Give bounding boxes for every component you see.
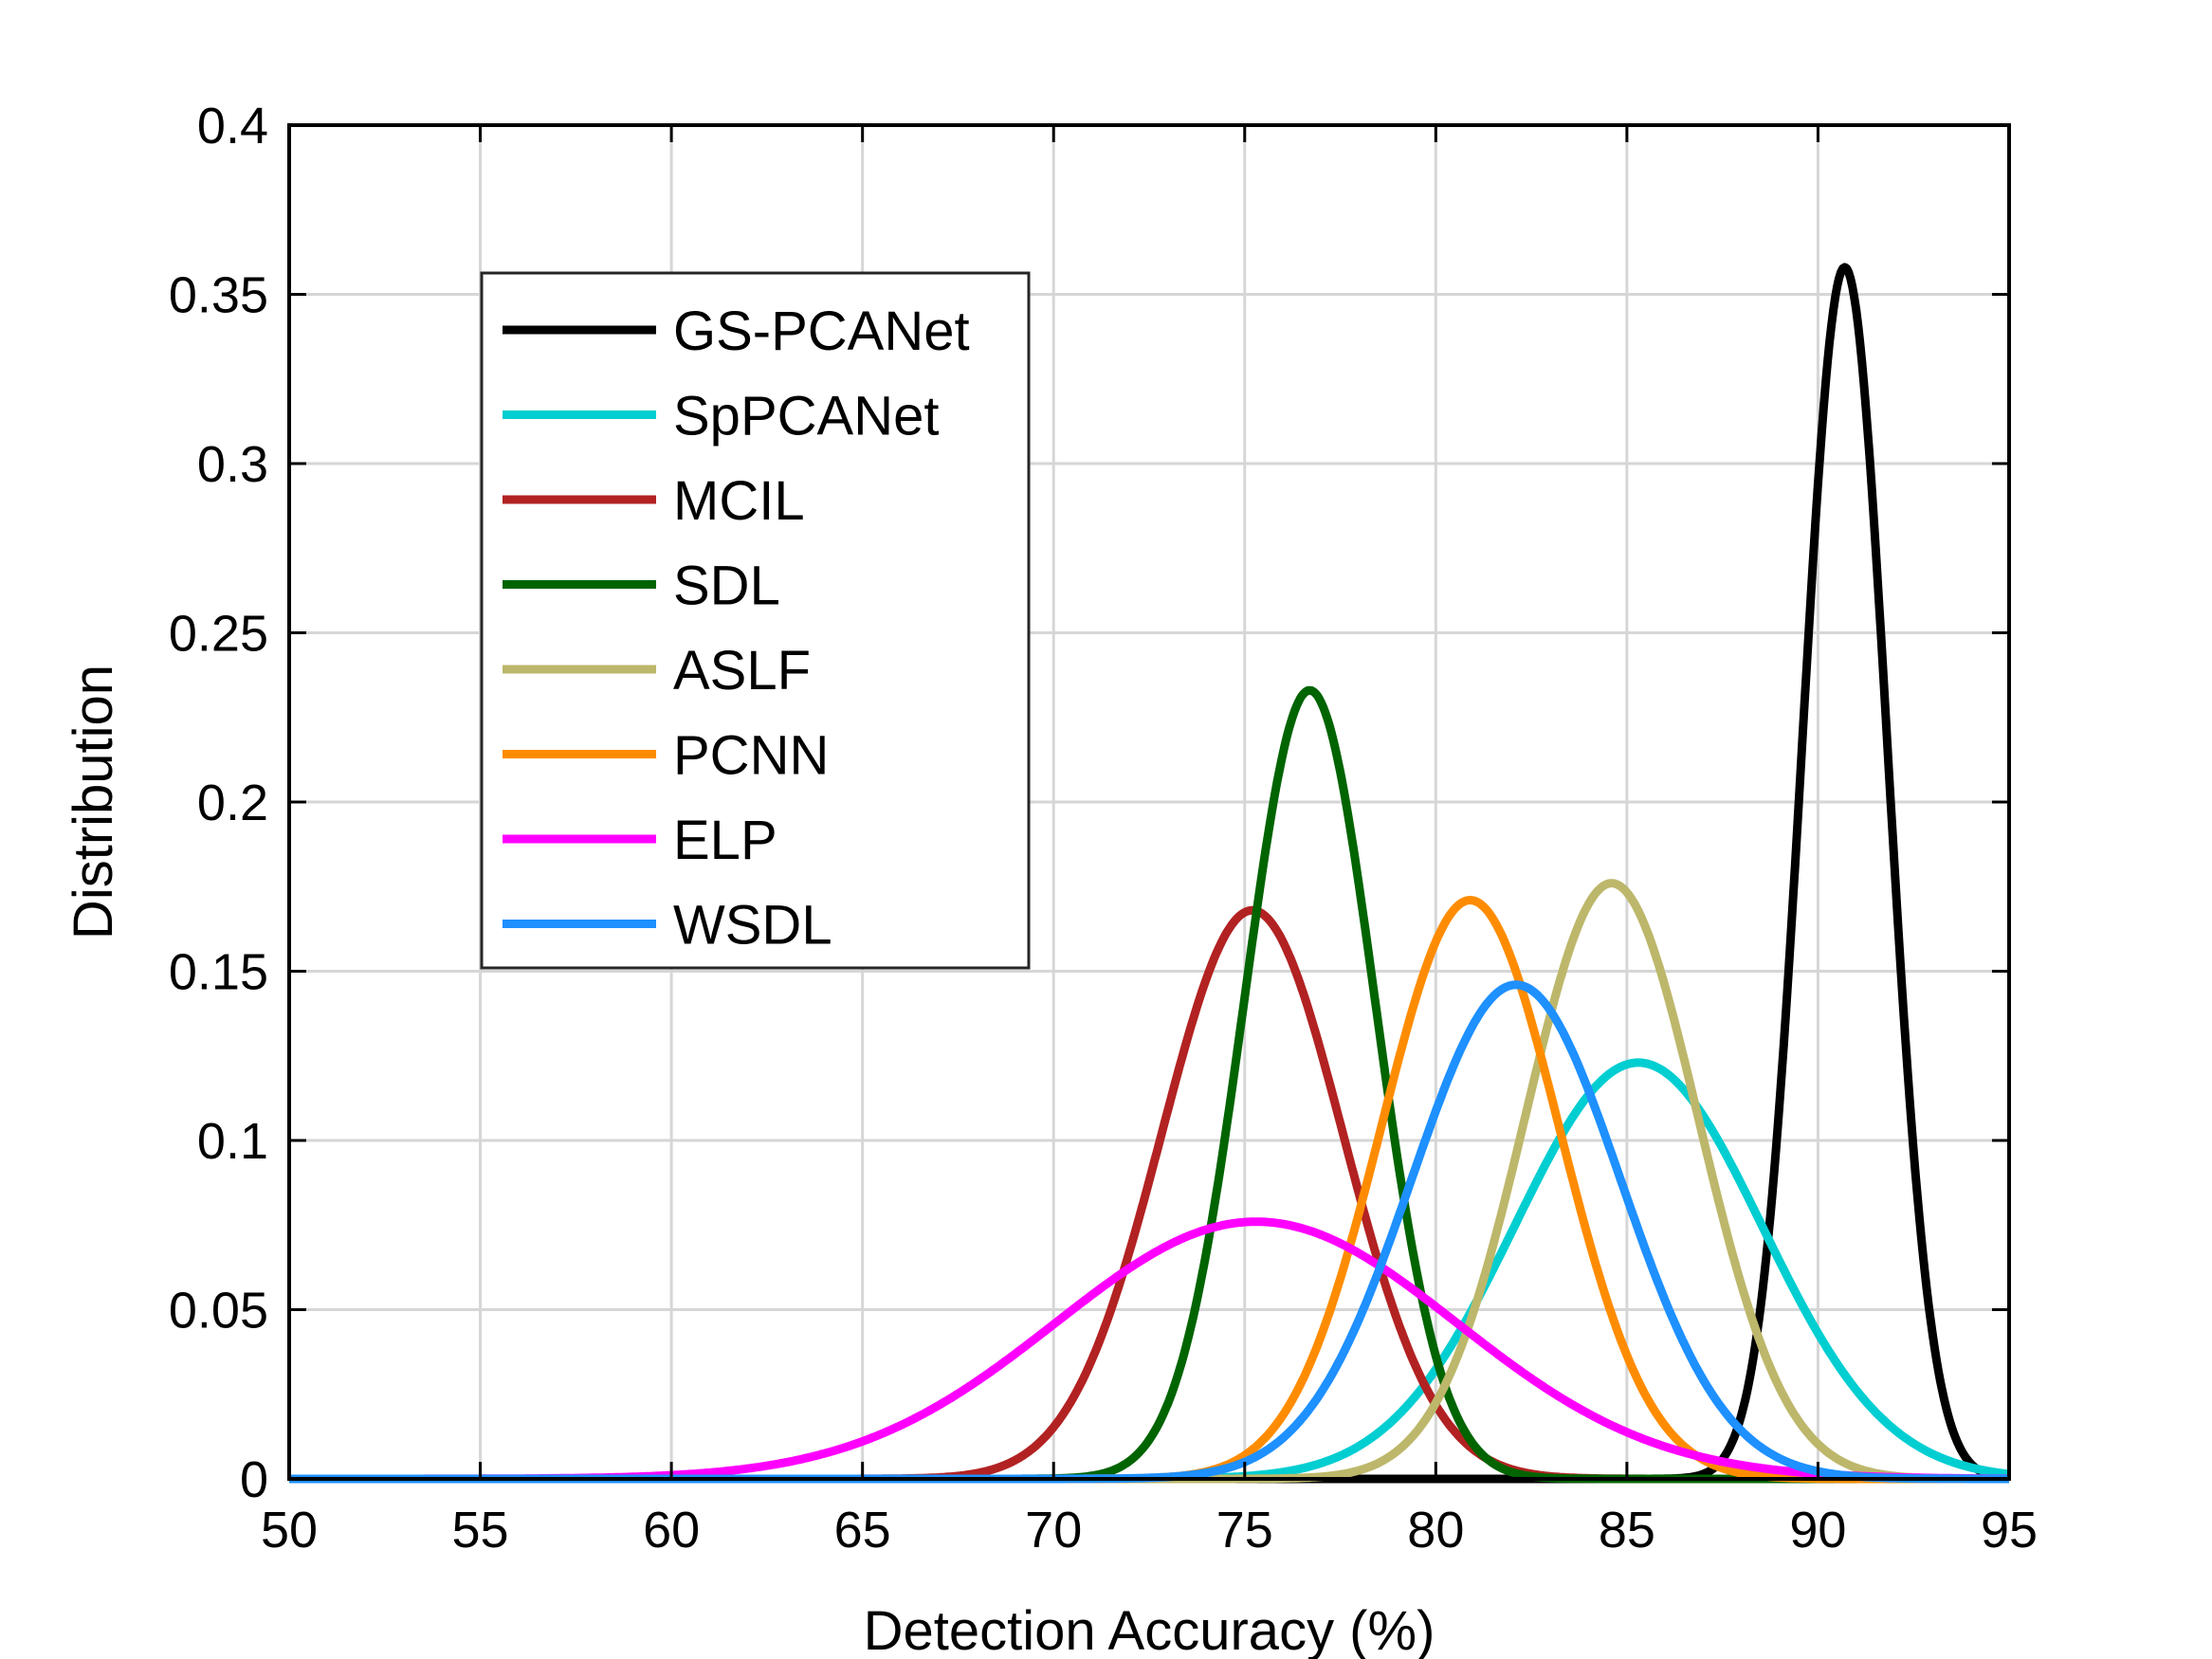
y-tick-label: 0.2 (197, 775, 268, 831)
axis-ticks (287, 123, 2011, 1481)
y-tick-label: 0.25 (169, 606, 268, 663)
x-tick-label: 70 (1025, 1502, 1082, 1559)
legend-label: GS-PCANet (673, 301, 970, 362)
x-tick-label: 80 (1407, 1502, 1464, 1559)
x-tick-label: 55 (452, 1502, 509, 1559)
legend-label: ASLF (673, 640, 811, 702)
legend-label: SpPCANet (673, 386, 939, 447)
x-tick-label: 65 (834, 1502, 891, 1559)
legend-label: SDL (673, 556, 780, 617)
y-tick-label: 0.1 (197, 1113, 268, 1170)
legend-label: MCIL (673, 470, 805, 532)
legend-box (480, 271, 1031, 970)
y-axis-label: Distribution (63, 665, 124, 939)
x-tick-label: 85 (1599, 1502, 1655, 1559)
x-tick-labels: 50 55 60 65 70 75 80 85 90 95 (261, 1502, 2038, 1559)
legend-label: PCNN (673, 725, 829, 787)
x-axis-label: Detection Accuracy (%) (864, 1600, 1435, 1659)
x-tick-label: 75 (1216, 1502, 1273, 1559)
y-tick-labels: 0 0.05 0.1 0.15 0.2 0.25 0.3 0.35 0.4 (169, 98, 268, 1508)
x-tick-label: 60 (643, 1502, 700, 1559)
x-tick-label: 50 (261, 1502, 318, 1559)
legend-label: WSDL (673, 895, 832, 957)
y-tick-label: 0.3 (197, 436, 268, 493)
x-tick-label: 95 (1981, 1502, 2038, 1559)
y-tick-label: 0.35 (169, 267, 268, 324)
y-tick-label: 0 (240, 1451, 268, 1508)
y-tick-label: 0.15 (169, 944, 268, 1001)
x-tick-label: 90 (1789, 1502, 1846, 1559)
y-tick-label: 0.05 (169, 1283, 268, 1340)
legend-label: ELP (673, 810, 777, 871)
y-tick-label: 0.4 (197, 98, 268, 155)
legend: GS-PCANet SpPCANet MCIL SDL ASLF PCNN ELP WSDL (480, 271, 1031, 970)
